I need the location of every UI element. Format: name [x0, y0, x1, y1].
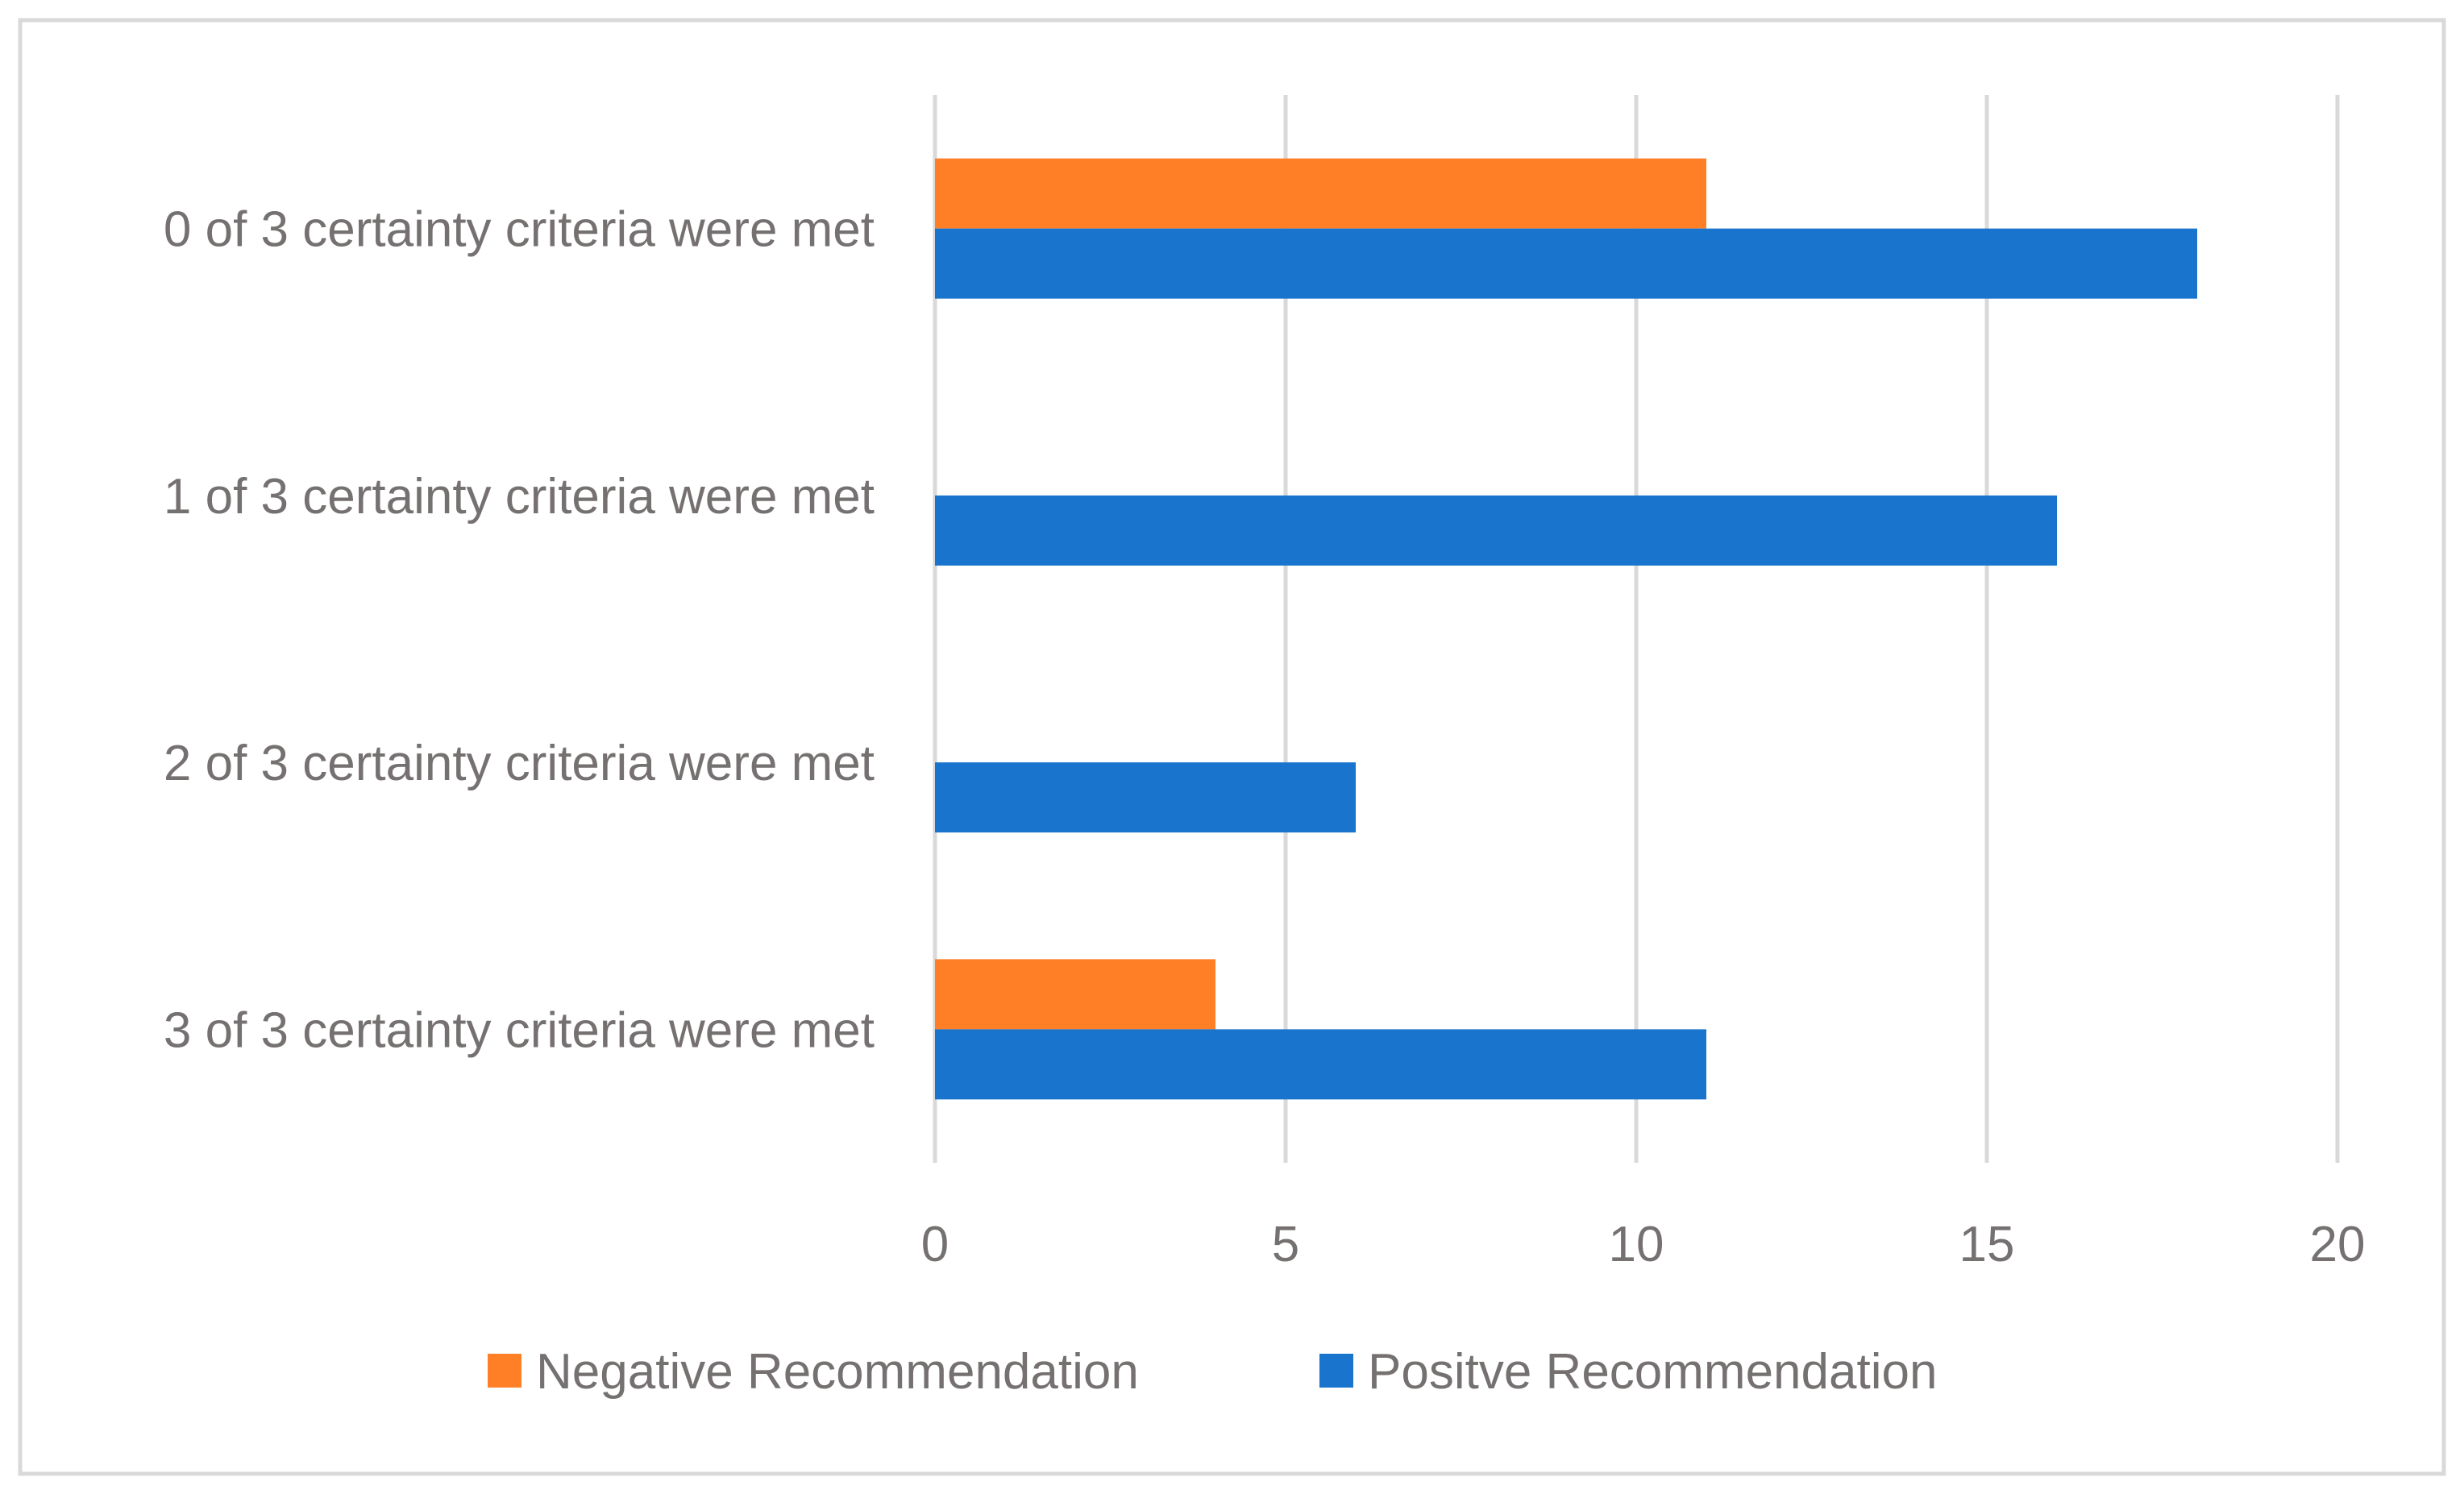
- x-tick-label: 10: [1609, 1217, 1664, 1272]
- x-tick-label: 15: [1959, 1217, 2015, 1272]
- category-labels: 0 of 3 certainty criteria were met 1 of 3…: [164, 202, 875, 1059]
- bar-negative-0: [935, 158, 1706, 229]
- x-tick-label: 20: [2310, 1217, 2366, 1272]
- legend-label-positive: Positve Recommendation: [1368, 1344, 1937, 1400]
- legend: Negative Recommendation Positve Recommend…: [488, 1344, 1937, 1400]
- bar-negative-3: [935, 959, 1215, 1030]
- x-tick-label: 5: [1272, 1217, 1299, 1272]
- legend-swatch-positive: [1319, 1354, 1353, 1388]
- bar-positive-2: [935, 762, 1356, 833]
- x-axis-tick-labels: 0 5 10 15 20: [921, 1217, 2366, 1272]
- bar-positive-1: [935, 495, 2057, 566]
- legend-label-negative: Negative Recommendation: [536, 1344, 1139, 1400]
- bars: [935, 158, 2197, 1100]
- category-label: 1 of 3 certainty criteria were met: [164, 469, 875, 525]
- category-label: 2 of 3 certainty criteria were met: [164, 736, 875, 791]
- x-tick-label: 0: [921, 1217, 949, 1272]
- bar-positive-3: [935, 1029, 1706, 1100]
- category-label: 3 of 3 certainty criteria were met: [164, 1002, 875, 1058]
- category-label: 0 of 3 certainty criteria were met: [164, 202, 875, 258]
- legend-swatch-negative: [488, 1354, 521, 1388]
- bar-positive-0: [935, 228, 2197, 299]
